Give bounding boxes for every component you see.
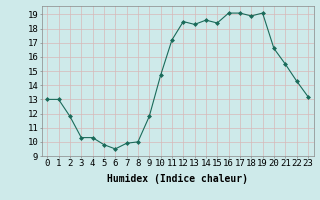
X-axis label: Humidex (Indice chaleur): Humidex (Indice chaleur)	[107, 174, 248, 184]
